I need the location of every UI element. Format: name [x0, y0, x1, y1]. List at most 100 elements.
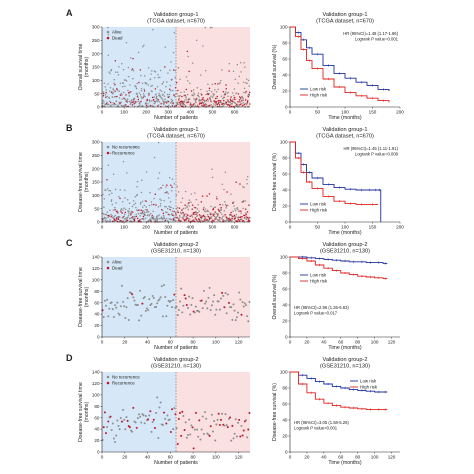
- censored-point: [224, 91, 227, 93]
- censored-point: [185, 76, 188, 78]
- censored-point: [115, 202, 117, 204]
- censored-point: [166, 304, 169, 307]
- event-point: [225, 88, 228, 90]
- event-point: [126, 419, 129, 422]
- x-axis-label: Number of patients: [154, 460, 198, 466]
- censored-point: [207, 296, 210, 299]
- event-point: [194, 217, 197, 219]
- x-axis-label: Number of patients: [154, 230, 198, 236]
- censored-point: [163, 283, 166, 286]
- censored-point: [193, 98, 195, 100]
- censored-point: [121, 62, 123, 65]
- censored-point: [191, 216, 194, 218]
- censored-point: [154, 218, 156, 220]
- censored-point: [130, 212, 133, 214]
- event-point: [216, 95, 218, 98]
- censored-point: [234, 102, 237, 105]
- y-tick-label: 120: [92, 381, 100, 386]
- event-point: [149, 410, 152, 413]
- censored-point: [195, 211, 197, 213]
- censored-point: [221, 204, 224, 206]
- censored-point: [146, 214, 149, 216]
- censored-point: [172, 207, 175, 210]
- censored-point: [172, 51, 175, 54]
- censored-point: [152, 100, 154, 102]
- censored-point: [129, 103, 132, 105]
- legend-marker: [106, 151, 110, 155]
- censored-point: [232, 215, 235, 218]
- km-y-tick-label: 80: [282, 271, 288, 276]
- event-point: [190, 90, 193, 92]
- y-tick-label: 50: [94, 206, 100, 211]
- censored-point: [204, 26, 207, 29]
- censored-point: [178, 300, 181, 303]
- censored-point: [157, 141, 160, 144]
- censored-point: [237, 311, 240, 314]
- censored-point: [121, 200, 124, 203]
- high-risk-region: [176, 257, 250, 337]
- censored-point: [191, 297, 194, 300]
- event-point: [114, 208, 116, 211]
- censored-point: [163, 200, 165, 202]
- censored-point: [233, 95, 235, 97]
- event-point: [198, 214, 201, 216]
- censored-point: [103, 299, 106, 302]
- censored-point: [129, 217, 132, 220]
- censored-point: [230, 306, 233, 309]
- logrank-pvalue-text: Logrank P value=0.008: [355, 152, 399, 157]
- y-tick-label: 120: [92, 266, 100, 271]
- event-point: [219, 99, 222, 102]
- km-y-tick-label: 80: [282, 41, 288, 46]
- legend-label: Dead: [112, 36, 123, 41]
- censored-point: [174, 69, 177, 72]
- censored-point: [208, 219, 210, 221]
- km-x-tick-label: 100: [341, 225, 349, 230]
- event-point: [186, 50, 189, 53]
- logrank-pvalue-text: Logrank P value<0.001: [294, 426, 338, 431]
- event-point: [131, 101, 133, 104]
- event-point: [194, 206, 197, 209]
- censored-point: [234, 208, 236, 210]
- censored-point: [159, 69, 162, 72]
- y-tick-label: 300: [92, 25, 100, 30]
- censored-point: [109, 86, 112, 89]
- censored-point: [102, 193, 104, 196]
- censored-point: [140, 74, 142, 77]
- hazard-ratio-text: HR (95%CI)=2.96 (1.26-6.83): [294, 305, 349, 310]
- censored-point: [204, 103, 207, 105]
- censored-point: [213, 206, 215, 209]
- censored-point: [178, 218, 180, 220]
- km-x-axis-label: Time (months): [328, 345, 362, 351]
- censored-point: [122, 408, 125, 411]
- legend-label: Alive: [112, 260, 122, 265]
- censored-point: [225, 219, 228, 221]
- event-point: [171, 408, 174, 411]
- event-point: [201, 101, 203, 103]
- event-point: [145, 104, 148, 107]
- censored-point: [171, 210, 174, 212]
- censored-point: [135, 206, 137, 209]
- x-tick-label: 20: [122, 455, 128, 460]
- censored-point: [182, 212, 185, 215]
- legend-label: Recurrence: [112, 381, 135, 386]
- censored-point: [152, 297, 155, 300]
- censored-point: [169, 102, 172, 104]
- censored-point: [166, 207, 169, 210]
- km-legend-label: Low risk: [310, 273, 327, 278]
- km-x-tick-label: 50: [315, 225, 321, 230]
- censored-point: [128, 202, 131, 204]
- censored-point: [223, 215, 225, 217]
- censored-point: [108, 100, 111, 102]
- censored-point: [123, 418, 126, 421]
- event-point: [202, 214, 205, 217]
- x-tick-label: 200: [142, 110, 150, 115]
- event-point: [236, 220, 239, 222]
- censored-point: [210, 90, 213, 93]
- censored-point: [122, 300, 125, 303]
- x-tick-label: 200: [142, 225, 150, 230]
- event-point: [185, 218, 188, 220]
- event-point: [244, 99, 247, 101]
- censored-point: [210, 205, 212, 208]
- censored-point: [145, 171, 148, 173]
- censored-point: [168, 197, 170, 199]
